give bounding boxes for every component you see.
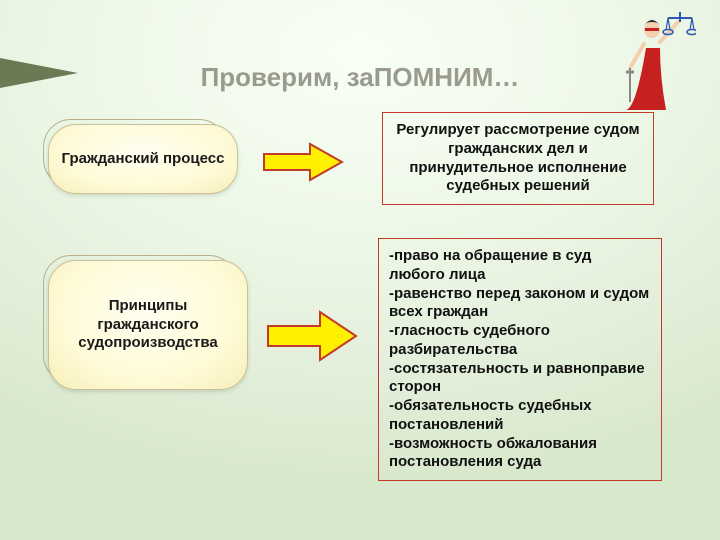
list-item: -гласность судебного разбирательства: [389, 322, 651, 360]
slide-title: Проверим, заПОМНИМ…: [0, 62, 720, 93]
principles-list-box: -право на обращение в суд любого лица -р…: [378, 238, 662, 481]
list-item: -обязательность судебных постановлений: [389, 397, 651, 435]
list-item: -равенство перед законом и судом всех гр…: [389, 285, 651, 323]
bubble2-label: Принципы гражданского судопроизводства: [59, 297, 237, 353]
bubble1-label: Гражданский процесс: [62, 150, 225, 169]
themis-lady-justice-icon: [616, 8, 696, 112]
box1-text: Регулирует рассмотрение судом граждански…: [396, 121, 639, 194]
concept-bubble-principles: Принципы гражданского судопроизводства: [48, 260, 248, 390]
list-item: -состязательность и равноправие сторон: [389, 360, 651, 398]
arrow-icon-2: [266, 310, 358, 362]
arrow-icon-1: [262, 142, 344, 182]
definition-box-regulates: Регулирует рассмотрение судом граждански…: [382, 112, 654, 205]
list-item: -возможность обжалования постановления с…: [389, 435, 651, 473]
slide: Проверим, заПОМНИМ… Гражданс: [0, 0, 720, 540]
concept-bubble-civil-process: Гражданский процесс: [48, 124, 238, 194]
list-item: -право на обращение в суд любого лица: [389, 247, 651, 285]
